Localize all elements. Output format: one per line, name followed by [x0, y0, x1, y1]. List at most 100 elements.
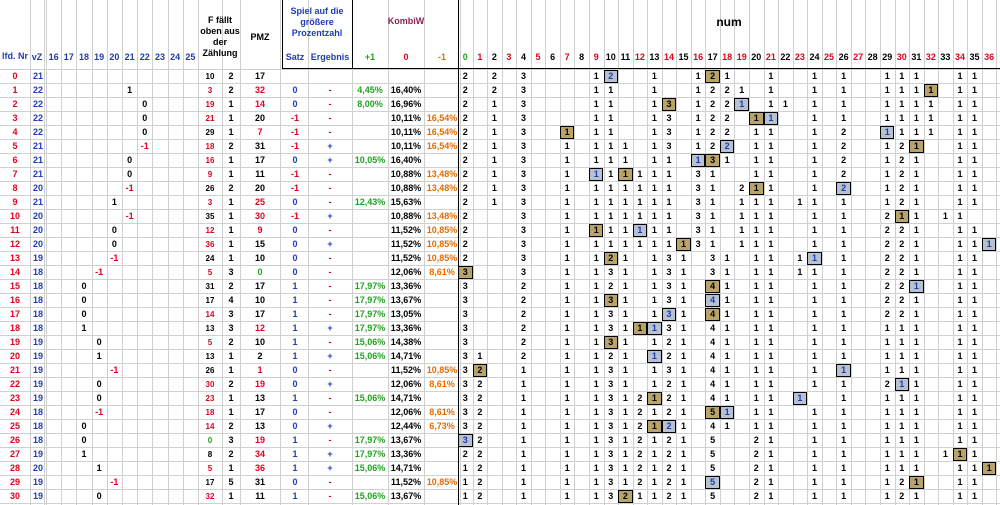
row-num-cell: 1: [841, 211, 847, 221]
row-num-cell: 1: [593, 449, 599, 459]
row-nr: 8: [12, 183, 18, 193]
grid-col-line: [792, 0, 794, 505]
row-num-cell: 1: [884, 407, 890, 417]
row-num-cell: 1: [899, 407, 905, 417]
row-num-cell: 1: [768, 491, 774, 501]
row-num-cell: 1: [637, 491, 643, 501]
row-num-cell: 1: [913, 127, 919, 137]
row-pmz: 17: [254, 407, 265, 417]
row-num-cell: 3: [458, 434, 473, 447]
row-num-cell: 1: [608, 155, 614, 165]
row-num-cell: 1: [981, 462, 997, 475]
row-num-cell: 3: [695, 183, 701, 193]
row-num-cell: 1: [811, 197, 817, 207]
row-num-cell: 1: [681, 253, 687, 263]
row-num-cell: 1: [520, 449, 526, 459]
row-kombiw-minus1: 10,85%: [426, 477, 458, 487]
row-num-cell: 1: [724, 295, 730, 305]
grid-col-line: [952, 0, 954, 505]
row-num-cell: 1: [462, 463, 468, 473]
row-num-cell: 1: [899, 421, 905, 431]
row-num-cell: 1: [681, 295, 687, 305]
row-num-cell: 1: [942, 449, 948, 459]
row-ergebnis: -: [328, 393, 332, 403]
row-num-cell: 1: [681, 477, 687, 487]
row-num-cell: 1: [710, 197, 716, 207]
row-f-number: 10: [205, 71, 215, 81]
row-num-cell: 2: [884, 281, 890, 291]
grid-col-line: [923, 0, 925, 505]
row-num-cell: 1: [957, 253, 963, 263]
row-ergebnis: -: [328, 99, 332, 109]
row-vz: 22: [32, 113, 43, 123]
row-num-cell: 1: [811, 351, 817, 361]
row-num-cell: 1: [651, 197, 657, 207]
row-vz-marker: -1: [110, 477, 119, 487]
row-num-cell: 2: [666, 351, 672, 361]
row-vz: 20: [32, 211, 43, 221]
grid-col-line: [996, 0, 998, 505]
row-f-count: 2: [228, 183, 234, 193]
row-num-cell: 1: [651, 113, 657, 123]
row-num-cell: 1: [622, 253, 628, 263]
grid-col-line: [198, 0, 199, 505]
row-num-cell: 2: [753, 491, 759, 501]
grid-col-line: [661, 0, 663, 505]
row-vz: 19: [32, 491, 43, 501]
row-num-cell: 1: [593, 323, 599, 333]
row-num-cell: 2: [899, 309, 905, 319]
header-num-col: 5: [535, 51, 541, 62]
row-num-cell: 1: [622, 183, 628, 193]
row-num-cell: 1: [739, 197, 745, 207]
row-f-count: 1: [228, 99, 234, 109]
row-vz: 19: [32, 449, 43, 459]
row-satz: -1: [290, 169, 299, 179]
row-num-cell: 3: [666, 267, 672, 277]
row-num-cell: 2: [899, 141, 905, 151]
row-f-number: 30: [205, 379, 215, 389]
row-pmz: 9: [257, 225, 263, 235]
row-vz: 18: [32, 323, 43, 333]
row-num-cell: 2: [608, 281, 614, 291]
row-f-number: 12: [205, 225, 215, 235]
row-num-cell: 1: [753, 169, 759, 179]
row-num-cell: 1: [899, 365, 905, 375]
row-num-cell: 3: [462, 281, 468, 291]
row-kombiw-0: 13,67%: [390, 491, 422, 501]
row-num-cell: 1: [593, 71, 599, 81]
row-pmz: 31: [254, 477, 265, 487]
row-num-cell: 1: [564, 463, 570, 473]
row-num-cell: 2: [841, 127, 847, 137]
row-pmz: 13: [254, 421, 265, 431]
row-num-cell: 2: [719, 140, 735, 153]
row-num-cell: 3: [520, 85, 526, 95]
row-num-cell: 1: [952, 448, 968, 461]
row-num-cell: 1: [739, 85, 745, 95]
row-num-cell: 1: [564, 211, 570, 221]
row-num-cell: 1: [841, 239, 847, 249]
row-num-cell: 1: [928, 99, 934, 109]
row-num-cell: 2: [520, 309, 526, 319]
row-pmz: 12: [254, 323, 265, 333]
row-num-cell: 1: [651, 127, 657, 137]
row-num-cell: 1: [841, 421, 847, 431]
row-num-cell: 1: [622, 379, 628, 389]
row-num-cell: 1: [811, 141, 817, 151]
row-num-cell: 1: [724, 421, 730, 431]
grid-row-line: [0, 69, 1000, 70]
row-num-cell: 1: [681, 449, 687, 459]
row-num-cell: 3: [705, 154, 720, 167]
row-num-cell: 2: [710, 113, 716, 123]
row-nr: 28: [9, 463, 20, 473]
row-kombiw-0: 14,38%: [390, 337, 422, 347]
grid-col-line: [501, 0, 503, 505]
grid-col-line: [690, 0, 692, 505]
row-nr: 12: [9, 239, 20, 249]
row-num-cell: 1: [884, 99, 890, 109]
row-num-cell: 1: [957, 155, 963, 165]
row-num-cell: 2: [899, 253, 905, 263]
row-num-cell: 3: [462, 379, 468, 389]
row-kombiw-0: 14,71%: [390, 351, 422, 361]
row-num-cell: 1: [724, 281, 730, 291]
